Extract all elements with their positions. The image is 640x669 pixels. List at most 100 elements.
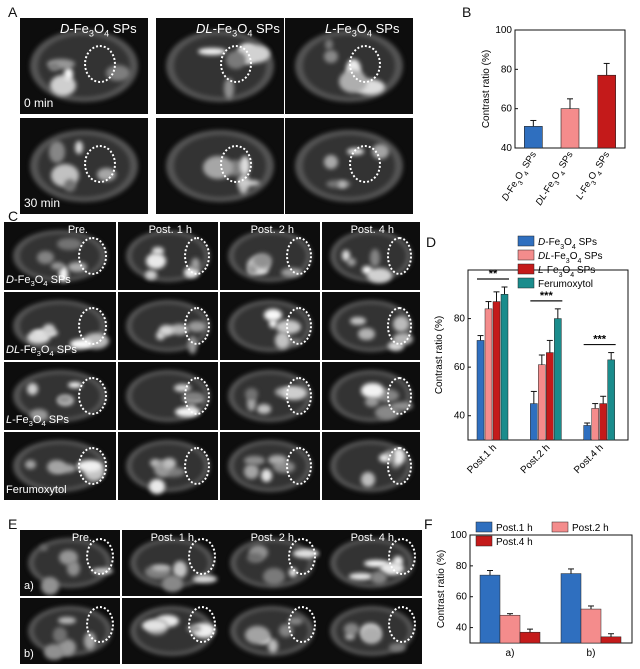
mri-organ <box>288 567 298 578</box>
y-tick-label: 40 <box>501 143 513 154</box>
mri-organ <box>360 471 376 487</box>
legend-label: Ferumoxytol <box>538 279 593 290</box>
mri-organ <box>41 577 60 595</box>
mri-organ <box>281 267 302 277</box>
mri-organ <box>27 382 39 395</box>
legend-swatch <box>517 235 535 247</box>
panel-a-mri-r1-c1: D-Fe3O4 SPs 0 min <box>20 18 148 114</box>
panel-e-timepoint-label: Post. 4 h <box>350 532 394 544</box>
bar-3-1 <box>583 425 591 441</box>
mri-organ <box>57 616 76 624</box>
y-tick-label: 80 <box>501 64 513 75</box>
y-tick-label: 40 <box>454 411 466 422</box>
legend-swatch <box>475 521 493 533</box>
mri-organ <box>364 396 380 408</box>
tumor-roi-outline <box>288 605 316 643</box>
mri-organ <box>275 331 290 349</box>
panel-c-timepoint-label: Pre. <box>67 224 88 236</box>
mri-organ <box>67 381 83 388</box>
mri-organ <box>347 258 357 267</box>
mri-organ <box>148 478 166 494</box>
panel-label-d: D <box>426 234 437 250</box>
y-axis-label: Contrast ratio (%) <box>434 316 445 394</box>
y-tick-label: 60 <box>501 104 513 115</box>
mri-organ <box>361 383 384 398</box>
panel-c-mri-r4-c2 <box>118 432 218 500</box>
tumor-roi-outline <box>386 446 413 485</box>
panel-c-mri-r1-c2: Post. 1 h <box>118 222 218 290</box>
legend-label: Post.4 h <box>496 537 533 548</box>
panel-e-mri-r2-c4 <box>322 598 422 664</box>
tumor-roi-outline <box>188 537 216 575</box>
panel-e-mri-r2-c3 <box>222 598 322 664</box>
mri-organ <box>146 253 166 270</box>
mri-organ <box>193 574 217 583</box>
panel-a-mri-r2-c3 <box>285 118 413 214</box>
mri-organ <box>262 567 286 586</box>
mri-organ <box>156 331 165 341</box>
mri-organ <box>59 266 68 282</box>
mri-organ <box>245 625 271 644</box>
mri-organ <box>341 250 351 261</box>
panel-c-timepoint-label: Post. 1 h <box>148 224 192 236</box>
mri-organ <box>223 78 234 99</box>
mri-organ <box>260 469 272 482</box>
bar-2 <box>560 108 580 149</box>
mri-organ <box>160 466 186 478</box>
mri-organ <box>344 622 360 635</box>
bar-3 <box>597 74 616 149</box>
panel-e-mri-r2-c1: b) <box>20 598 120 664</box>
mri-organ <box>52 627 68 643</box>
mri-organ <box>49 140 65 164</box>
y-tick-label: 60 <box>456 592 468 603</box>
panel-c-mri-r2-c2 <box>118 292 218 360</box>
mri-organ <box>379 453 390 462</box>
bar-2-2 <box>580 608 602 644</box>
bar-2-4 <box>554 318 562 441</box>
category-label: DL-Fe3O4 SPs <box>538 251 603 265</box>
mri-organ <box>247 265 258 276</box>
mri-organ <box>370 571 387 585</box>
panel-label-e: E <box>8 516 18 532</box>
legend-swatch <box>475 535 493 547</box>
plot-frame <box>469 534 633 644</box>
mri-organ <box>175 406 200 418</box>
mri-organ <box>358 327 375 341</box>
y-tick-label: 100 <box>450 530 467 541</box>
mri-organ <box>256 404 271 414</box>
y-tick-label: 100 <box>495 25 512 36</box>
mri-organ <box>57 238 82 250</box>
panel-a-column-title: D-Fe3O4 SPs <box>60 21 137 39</box>
panel-a-column-title: L-Fe3O4 SPs <box>325 21 400 39</box>
tumor-roi-outline <box>286 446 312 485</box>
panel-a-mri-r1-c3: L-Fe3O4 SPs <box>285 18 413 114</box>
mri-organ <box>151 564 172 571</box>
mri-organ <box>324 39 333 50</box>
mri-organ <box>141 620 167 631</box>
panel-c-mri-r3-c4 <box>322 362 420 430</box>
mri-organ <box>84 632 97 650</box>
mri-organ <box>246 552 263 563</box>
panel-c-mri-r1-c4: Post. 4 h <box>322 222 420 290</box>
bar-2-1 <box>530 403 538 441</box>
mri-organ <box>39 544 49 552</box>
panel-e-mri-r1-c2: Post. 1 h <box>122 530 222 596</box>
panel-label-c: C <box>8 208 19 224</box>
bar-1-2 <box>484 308 493 441</box>
mri-organ <box>361 265 372 274</box>
mri-organ <box>158 324 175 336</box>
mri-organ <box>369 248 380 267</box>
legend-swatch <box>517 249 535 261</box>
mri-organ <box>50 74 77 96</box>
panel-c-row-label: L-Fe3O4 SPs <box>6 414 69 429</box>
panel-e-mri-r1-c3: Post. 2 h <box>222 530 322 596</box>
panel-c-timepoint-label: Post. 4 h <box>350 224 394 236</box>
y-tick-label: 40 <box>456 623 468 634</box>
mri-organ <box>244 455 265 466</box>
panel-label-f: F <box>424 516 433 532</box>
mri-organ <box>150 459 161 467</box>
mri-organ <box>69 339 93 350</box>
bar-1-2 <box>499 614 521 644</box>
mri-organ <box>173 384 192 393</box>
mri-organ <box>152 246 165 256</box>
